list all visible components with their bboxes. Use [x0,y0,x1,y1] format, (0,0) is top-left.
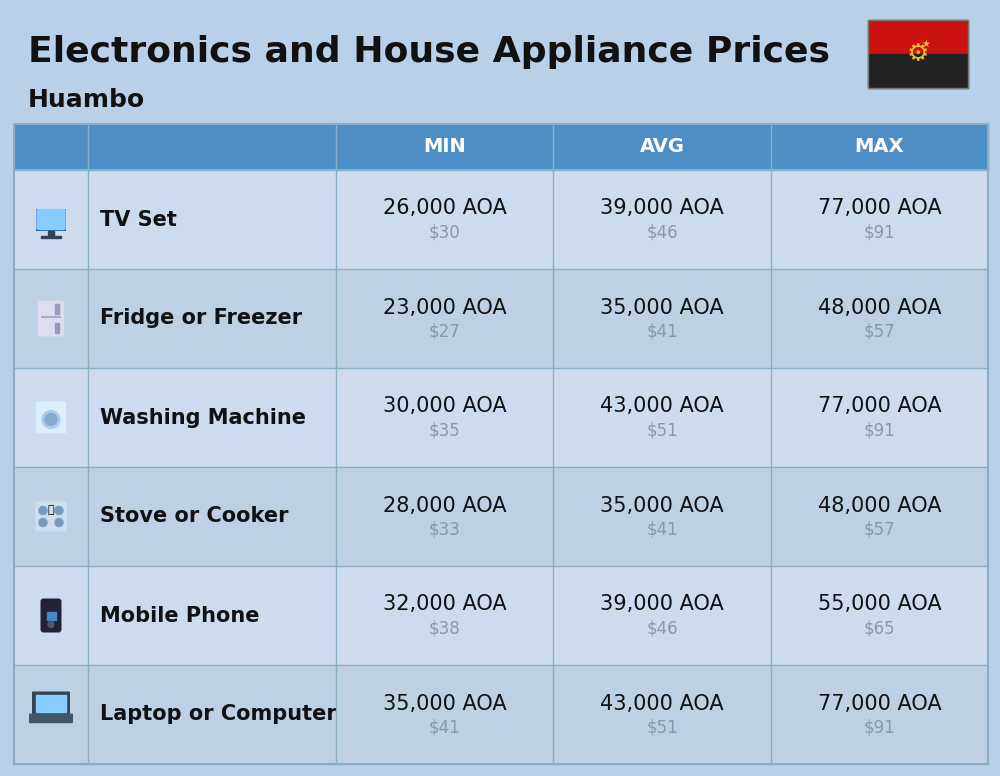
Circle shape [39,518,47,526]
Text: 77,000 AOA: 77,000 AOA [818,397,941,417]
Text: $57: $57 [864,521,895,539]
Text: 35,000 AOA: 35,000 AOA [383,694,506,713]
Text: $57: $57 [864,323,895,341]
Text: $35: $35 [429,421,461,439]
Text: AVG: AVG [640,137,684,157]
Bar [14,566,988,665]
Text: $41: $41 [646,323,678,341]
Bar [771,124,988,170]
Text: 55,000 AOA: 55,000 AOA [818,594,941,615]
Bar [55,303,59,314]
Bar [868,20,968,54]
Text: Huambo: Huambo [28,88,145,112]
Text: $30: $30 [429,223,461,241]
Text: $41: $41 [646,521,678,539]
Circle shape [55,518,63,526]
Circle shape [42,411,60,428]
Bar [336,124,553,170]
Text: 28,000 AOA: 28,000 AOA [383,496,506,515]
Text: $46: $46 [646,619,678,638]
Bar [868,20,968,88]
Text: 43,000 AOA: 43,000 AOA [600,694,724,713]
Text: TV Set: TV Set [100,210,177,230]
Text: $91: $91 [863,223,895,241]
Text: $33: $33 [429,521,461,539]
Text: $51: $51 [646,719,678,736]
Circle shape [55,507,63,514]
Text: 35,000 AOA: 35,000 AOA [600,496,724,515]
Circle shape [39,507,47,514]
Text: Washing Machine: Washing Machine [100,407,306,428]
Bar [14,269,988,368]
Text: 35,000 AOA: 35,000 AOA [600,297,724,317]
Text: 43,000 AOA: 43,000 AOA [600,397,724,417]
Circle shape [48,622,54,628]
Circle shape [45,414,57,425]
Bar [41,235,61,237]
FancyBboxPatch shape [36,401,66,434]
Text: $91: $91 [863,719,895,736]
Text: MIN: MIN [423,137,466,157]
Text: Stove or Cooker: Stove or Cooker [100,507,288,526]
Text: 🔥: 🔥 [48,505,54,515]
Text: Laptop or Computer: Laptop or Computer [100,705,337,725]
Text: MAX: MAX [855,137,904,157]
Bar [14,665,988,764]
Text: $46: $46 [646,223,678,241]
Text: 30,000 AOA: 30,000 AOA [383,397,506,417]
Text: $27: $27 [429,323,461,341]
Bar [14,124,988,764]
FancyBboxPatch shape [37,210,65,230]
Text: ★: ★ [922,39,930,49]
Bar [14,467,988,566]
Text: ⚙: ⚙ [907,42,929,66]
Bar [88,124,336,170]
Text: $51: $51 [646,421,678,439]
Bar [14,124,88,170]
Bar [55,323,59,332]
Bar [868,54,968,88]
Bar [36,695,66,712]
Text: $41: $41 [429,719,461,736]
Text: Mobile Phone: Mobile Phone [100,605,260,625]
Bar [553,124,771,170]
Text: 39,000 AOA: 39,000 AOA [600,199,724,219]
Bar [48,230,54,235]
Text: Electronics and House Appliance Prices: Electronics and House Appliance Prices [28,35,830,69]
FancyBboxPatch shape [38,300,64,337]
Text: 77,000 AOA: 77,000 AOA [818,694,941,713]
Text: 48,000 AOA: 48,000 AOA [818,297,941,317]
Text: Fridge or Freezer: Fridge or Freezer [100,309,302,328]
Text: 26,000 AOA: 26,000 AOA [383,199,507,219]
Text: $65: $65 [864,619,895,638]
FancyBboxPatch shape [29,713,73,723]
Text: $91: $91 [863,421,895,439]
FancyBboxPatch shape [35,501,67,532]
Text: 23,000 AOA: 23,000 AOA [383,297,506,317]
Text: 48,000 AOA: 48,000 AOA [818,496,941,515]
Bar [46,611,56,619]
Bar [14,170,988,269]
Bar [36,209,66,230]
FancyBboxPatch shape [32,691,70,715]
Text: 77,000 AOA: 77,000 AOA [818,199,941,219]
FancyBboxPatch shape [40,598,62,632]
Text: $38: $38 [429,619,461,638]
Bar [14,368,988,467]
Text: 39,000 AOA: 39,000 AOA [600,594,724,615]
Text: 32,000 AOA: 32,000 AOA [383,594,506,615]
